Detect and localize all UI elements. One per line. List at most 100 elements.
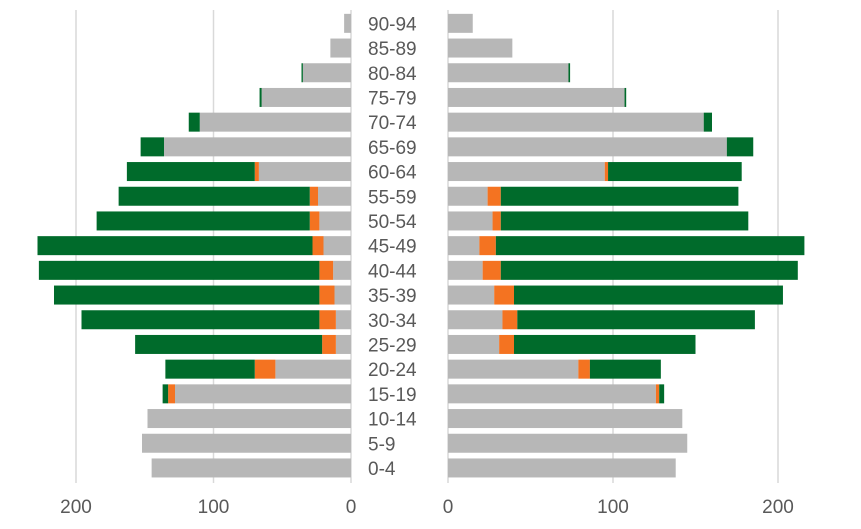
bar-left-orange-60-64 — [254, 162, 259, 182]
bar-left-orange-25-29 — [322, 334, 336, 354]
bar-left-gray-75-79 — [261, 87, 351, 107]
bar-right-green-80-84 — [568, 63, 571, 83]
tick-label-left: 0 — [346, 497, 357, 518]
bar-left-orange-50-54 — [309, 211, 320, 231]
bar-right-orange-25-29 — [499, 334, 514, 354]
category-label: 15-19 — [368, 385, 417, 406]
tick-label-right: 200 — [762, 497, 794, 518]
bar-right-gray-90-94 — [448, 13, 473, 33]
category-label: 60-64 — [368, 163, 417, 184]
bar-right-orange-60-64 — [604, 162, 609, 182]
tick-label-right: 0 — [443, 497, 454, 518]
bar-left-green-20-24 — [165, 359, 255, 379]
category-labels: 90-94 85-89 80-84 75-79 70-74 65-69 60-64 55-59… — [368, 14, 417, 480]
bar-right-orange-50-54 — [492, 211, 501, 231]
bar-left-gray-60-64 — [258, 162, 351, 182]
bar-left-gray-20-24 — [275, 359, 351, 379]
category-label: 5-9 — [368, 434, 395, 455]
bar-right-gray-40-44 — [448, 260, 483, 280]
category-label: 55-59 — [368, 187, 417, 208]
bar-right-gray-10-14 — [448, 409, 683, 429]
bar-left-orange-30-34 — [319, 310, 336, 330]
bar-right-green-60-64 — [608, 162, 742, 182]
bar-right-gray-30-34 — [448, 310, 503, 330]
bar-left-green-50-54 — [96, 211, 310, 231]
bar-right-gray-70-74 — [448, 112, 704, 132]
category-label: 65-69 — [368, 138, 417, 159]
bar-left-green-25-29 — [135, 334, 323, 354]
bar-left-orange-55-59 — [309, 186, 318, 206]
bar-right-green-35-39 — [514, 285, 783, 305]
bar-right-orange-35-39 — [494, 285, 514, 305]
bar-left-green-60-64 — [126, 162, 255, 182]
category-label: 45-49 — [368, 237, 417, 258]
bar-right-gray-45-49 — [448, 236, 480, 256]
bar-left-gray-5-9 — [142, 433, 351, 453]
bar-right-orange-20-24 — [578, 359, 590, 379]
bar-right-orange-55-59 — [487, 186, 501, 206]
bar-right-green-20-24 — [589, 359, 661, 379]
bar-left-orange-20-24 — [254, 359, 276, 379]
bar-left-gray-80-84 — [302, 63, 351, 83]
bar-left-gray-15-19 — [175, 384, 351, 404]
category-label: 70-74 — [368, 113, 417, 134]
bar-left-gray-65-69 — [164, 137, 351, 157]
bar-left-gray-50-54 — [319, 211, 351, 231]
bar-left-gray-55-59 — [318, 186, 351, 206]
category-label: 75-79 — [368, 88, 417, 109]
bar-right-gray-20-24 — [448, 359, 579, 379]
bars — [37, 13, 805, 478]
bar-right-gray-65-69 — [448, 137, 727, 157]
bar-left-gray-90-94 — [344, 13, 351, 33]
bar-right-green-40-44 — [500, 260, 798, 280]
bar-right-orange-30-34 — [502, 310, 518, 330]
category-label: 85-89 — [368, 39, 417, 60]
bar-left-gray-25-29 — [335, 334, 351, 354]
bar-left-green-40-44 — [38, 260, 320, 280]
bar-left-green-65-69 — [140, 137, 164, 157]
bar-right-gray-15-19 — [448, 384, 656, 404]
category-label: 0-4 — [368, 459, 396, 480]
bar-right-green-65-69 — [726, 137, 754, 157]
bar-right-gray-25-29 — [448, 334, 500, 354]
bar-right-gray-85-89 — [448, 38, 513, 58]
bar-right-gray-5-9 — [448, 433, 688, 453]
bar-right-gray-60-64 — [448, 162, 605, 182]
bar-right-gray-75-79 — [448, 87, 625, 107]
bar-left-gray-45-49 — [323, 236, 351, 256]
category-label: 25-29 — [368, 335, 417, 356]
bar-left-green-80-84 — [301, 63, 303, 83]
category-label: 80-84 — [368, 64, 417, 85]
bar-right-green-75-79 — [624, 87, 627, 107]
bar-right-gray-55-59 — [448, 186, 488, 206]
bar-left-gray-85-89 — [330, 38, 351, 58]
bar-left-orange-45-49 — [312, 236, 324, 256]
category-label: 10-14 — [368, 410, 417, 431]
bar-left-green-15-19 — [162, 384, 169, 404]
bar-left-gray-35-39 — [334, 285, 351, 305]
bar-left-gray-70-74 — [199, 112, 351, 132]
category-label: 90-94 — [368, 14, 417, 35]
bar-right-gray-80-84 — [448, 63, 569, 83]
bar-left-orange-35-39 — [319, 285, 335, 305]
bar-right-green-50-54 — [500, 211, 749, 231]
bar-left-green-75-79 — [259, 87, 262, 107]
bar-right-gray-35-39 — [448, 285, 495, 305]
tick-labels: 200 100 0 0 100 200 — [60, 497, 794, 518]
bar-left-green-45-49 — [37, 236, 313, 256]
bar-left-green-35-39 — [54, 285, 320, 305]
bar-left-orange-40-44 — [319, 260, 334, 280]
bar-right-gray-0-4 — [448, 458, 676, 478]
tick-label-left: 200 — [60, 497, 92, 518]
bar-right-green-25-29 — [514, 334, 696, 354]
tick-label-left: 100 — [198, 497, 230, 518]
bar-right-green-30-34 — [517, 310, 755, 330]
bar-left-green-30-34 — [81, 310, 320, 330]
bar-right-orange-40-44 — [482, 260, 501, 280]
bar-left-gray-10-14 — [147, 409, 351, 429]
bar-right-green-15-19 — [659, 384, 665, 404]
category-label: 20-24 — [368, 360, 417, 381]
bar-right-green-55-59 — [500, 186, 739, 206]
bar-right-green-45-49 — [495, 236, 805, 256]
